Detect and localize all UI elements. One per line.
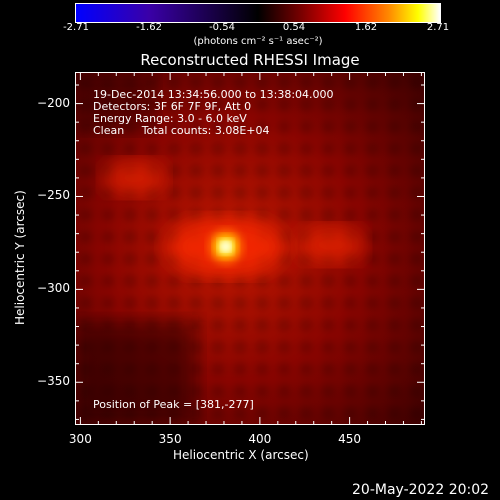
annotation-energy: Energy Range: 3.0 - 6.0 keV: [93, 112, 247, 125]
plot-frame: [75, 72, 425, 425]
peak-spot: [220, 241, 231, 252]
emission-source: [102, 159, 167, 197]
x-tick-label: 350: [158, 432, 182, 446]
emission-source: [297, 225, 366, 265]
colorbar-tick: -0.54: [209, 22, 235, 33]
colorbar-units: (photons cm⁻² s⁻¹ asec⁻²): [193, 36, 323, 47]
annotation-peak: Position of Peak = [381,-277]: [93, 398, 254, 411]
colorbar-tick: 0.54: [282, 22, 306, 33]
y-axis-title: Heliocentric Y (arcsec): [13, 190, 27, 325]
x-tick-label: 400: [248, 432, 272, 446]
y-tick-label: −300: [37, 281, 70, 296]
colorbar-tick: -1.62: [136, 22, 162, 33]
plot-area: [75, 72, 425, 425]
y-tick-label: −250: [37, 188, 70, 203]
annotation-detectors: Detectors: 3F 6F 7F 9F, Att 0: [93, 100, 252, 113]
footer-date: 20-May-2022 20:02: [352, 482, 490, 498]
colorbar-ticks: -2.71 -1.62 -0.54 0.54 1.62 2.71: [0, 22, 500, 36]
chart-title: Reconstructed RHESSI Image: [140, 51, 360, 69]
annotation-time: 19-Dec-2014 13:34:56.000 to 13:38:04.000: [93, 88, 334, 101]
y-tick-label: −200: [37, 95, 70, 110]
annotation-counts: Clean Total counts: 3.08E+04: [93, 124, 270, 137]
colorbar-tick: 2.71: [426, 22, 450, 33]
colorbar: [75, 3, 441, 23]
y-tick-label: −350: [37, 374, 70, 389]
colorbar-tick: -2.71: [63, 22, 89, 33]
x-tick-label: 450: [338, 432, 362, 446]
x-tick-label: 300: [68, 432, 92, 446]
x-axis-title: Heliocentric X (arcsec): [173, 448, 309, 462]
colorbar-tick: 1.62: [354, 22, 378, 33]
